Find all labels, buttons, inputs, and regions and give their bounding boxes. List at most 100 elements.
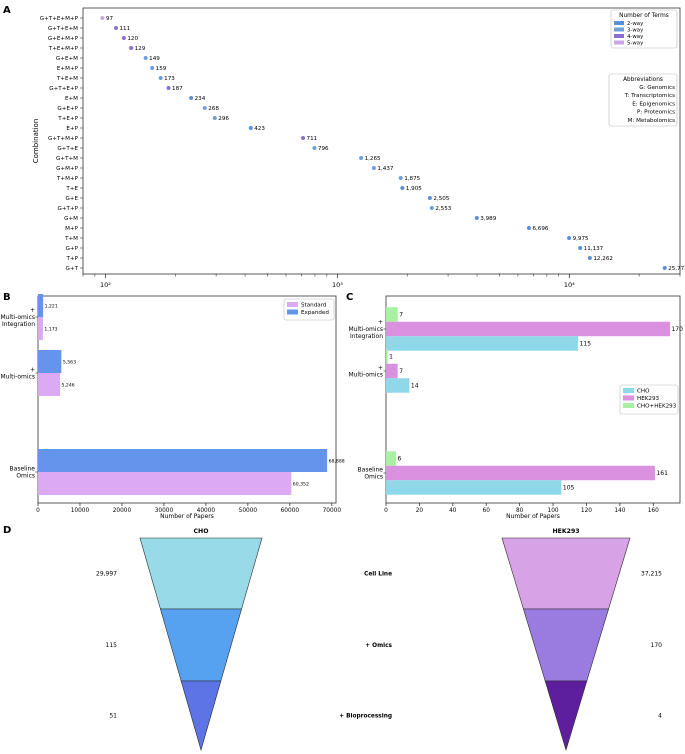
data-point-label: 1,437 xyxy=(377,166,393,172)
data-point xyxy=(150,66,155,70)
data-point-label: 111 xyxy=(119,26,130,32)
legend-label: CHO+HEK293 xyxy=(637,404,677,410)
panel-letter-a: A xyxy=(3,5,11,16)
data-point-label: 423 xyxy=(254,126,265,132)
panel-letter-d: D xyxy=(3,525,11,536)
funnel-value-label: 115 xyxy=(106,642,118,649)
data-point-label: 159 xyxy=(156,66,167,72)
data-point-label: 2,553 xyxy=(435,206,451,212)
bar-value-label: 7 xyxy=(399,368,403,375)
x-tick-label: 20000 xyxy=(113,508,132,514)
data-point-label: 1,875 xyxy=(404,176,420,182)
panel-c-frame xyxy=(385,295,681,504)
x-tick-label: 40000 xyxy=(197,508,216,514)
combination-label: E+M+P xyxy=(57,66,79,72)
combination-label: T+E xyxy=(65,186,78,192)
bar-standard xyxy=(38,317,43,340)
combination-label: M+P xyxy=(65,226,79,232)
category-label: Baseline xyxy=(358,466,384,473)
bar-cho xyxy=(386,480,562,495)
data-point-label: 11,137 xyxy=(584,246,604,252)
panel-b-xlabel: Number of Papers xyxy=(160,513,214,520)
combination-label: T+P xyxy=(66,256,79,262)
data-point-label: 12,262 xyxy=(593,256,613,262)
data-point-label: 234 xyxy=(195,96,206,102)
data-point xyxy=(301,136,306,140)
category-label: Omics xyxy=(364,474,383,481)
bar-value-label: 5,246 xyxy=(62,383,75,389)
legend-swatch xyxy=(623,395,634,401)
funnel-value-label: 37,215 xyxy=(641,571,662,578)
legend-swatch xyxy=(614,21,624,25)
funnel-stage xyxy=(160,608,242,682)
legend-title: Number of Terms xyxy=(619,13,669,19)
combination-label: T+M xyxy=(64,236,78,242)
combination-label: G+T xyxy=(66,266,79,272)
x-tick-label: 20 xyxy=(416,508,424,514)
data-point-label: 296 xyxy=(218,116,229,122)
data-point-label: 187 xyxy=(172,86,183,92)
data-point xyxy=(400,186,405,190)
bar-value-label: 1 xyxy=(389,354,393,361)
combination-label: G+E xyxy=(65,196,78,202)
bar-value-label: 1,221 xyxy=(45,304,58,310)
data-point-label: 268 xyxy=(208,106,219,112)
funnel-stage xyxy=(544,680,588,752)
category-label: Multi-omics xyxy=(348,326,383,333)
bar-value-label: 60,352 xyxy=(293,482,309,488)
data-point xyxy=(312,146,317,150)
funnel-stage xyxy=(139,537,263,610)
funnel-value-label: 29,997 xyxy=(96,571,117,578)
legend-swatch xyxy=(287,302,298,307)
legend-label: 4-way xyxy=(627,34,644,40)
bar-value-label: 14 xyxy=(411,383,419,390)
combination-label: G+T+E xyxy=(57,146,78,152)
bar-value-label: 5,563 xyxy=(63,360,76,366)
data-point xyxy=(166,86,171,90)
category-label: Baseline xyxy=(10,465,36,472)
x-tick-label: 40 xyxy=(449,508,457,514)
x-tick-label: 50000 xyxy=(239,508,258,514)
abbreviation-entry: T: Transcriptomics xyxy=(624,93,675,99)
category-label: Omics xyxy=(16,473,35,480)
bar-cho-hek293 xyxy=(386,307,398,322)
combination-label: T+E+M+P xyxy=(48,46,79,52)
x-tick-label: 0 xyxy=(36,508,40,514)
legend-swatch xyxy=(614,40,624,45)
combination-label: G+P xyxy=(66,246,79,252)
legend-swatch xyxy=(614,27,624,32)
combination-label: G+T+E+M xyxy=(48,26,78,32)
data-point xyxy=(121,36,126,40)
panel-letter-c: C xyxy=(346,292,353,303)
funnel-title: HEK293 xyxy=(552,528,579,535)
bar-hek293 xyxy=(386,321,670,337)
x-tick-label: 30000 xyxy=(155,508,174,514)
bar-standard xyxy=(38,373,61,396)
bar-value-label: 170 xyxy=(671,326,683,333)
x-tick-label: 10³ xyxy=(332,281,343,289)
bar-value-label: 115 xyxy=(580,341,592,348)
abbreviation-entry: E: Epigenomics xyxy=(632,101,675,107)
data-point xyxy=(526,226,531,230)
combination-label: T+E+P xyxy=(57,116,78,122)
bar-cho-hek293 xyxy=(386,451,397,466)
abbreviations-title: Abbreviations xyxy=(623,77,663,83)
data-point-label: 97 xyxy=(106,16,114,22)
bar-expanded xyxy=(38,449,328,472)
data-point xyxy=(129,46,134,50)
x-tick-label: 70000 xyxy=(323,508,342,514)
data-point-label: 9,975 xyxy=(573,236,589,242)
legend-label: Expanded xyxy=(301,310,329,316)
abbreviation-entry: P: Proteomics xyxy=(637,110,675,116)
x-tick-label: 100 xyxy=(548,508,559,514)
bar-value-label: 105 xyxy=(563,485,575,492)
panel-c-plot: 0 20 40 60 80 100 120 140 1607170115+Multi-omics… xyxy=(348,307,683,514)
data-point xyxy=(427,196,432,200)
legend-label: 5-way xyxy=(627,41,644,47)
panel-b-frame xyxy=(37,295,337,504)
legend-label: 3-way xyxy=(627,28,644,34)
funnel-stage xyxy=(180,680,222,752)
data-point xyxy=(359,156,364,160)
